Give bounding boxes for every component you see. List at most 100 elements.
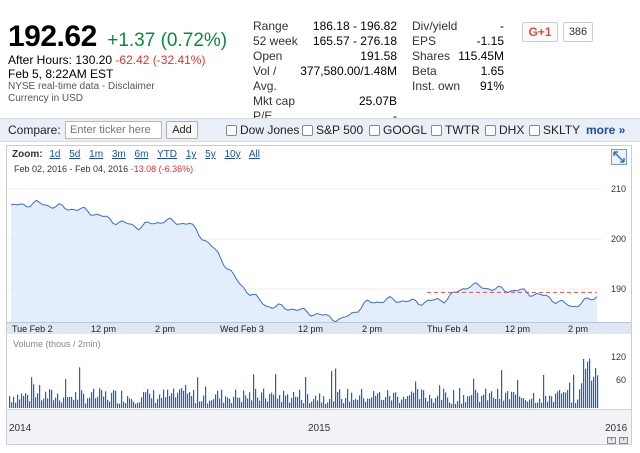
volume-bar — [175, 397, 177, 408]
stat-row: Range 186.18 - 196.82 — [253, 19, 397, 34]
volume-bar — [367, 398, 369, 408]
x-tick: Wed Feb 3 — [220, 324, 264, 334]
zoom-5d[interactable]: 5d — [69, 149, 81, 160]
x-axis: Tue Feb 2 12 pm 2 pm Wed Feb 3 12 pm 2 p… — [7, 322, 631, 334]
compare-checkbox-dhx[interactable]: DHX — [485, 123, 524, 137]
volume-bar — [315, 395, 317, 408]
gplus-button[interactable]: G+1 — [522, 22, 558, 42]
zoom-10y[interactable]: 10y — [224, 149, 241, 160]
volume-bar — [313, 399, 315, 408]
date-range: Feb 02, 2016 - Feb 04, 2016 -13.08 (-6.3… — [14, 164, 193, 174]
checkbox-label: S&P 500 — [316, 123, 364, 137]
stat-label: EPS — [412, 34, 437, 48]
stat-label: Range — [253, 19, 289, 33]
volume-bar — [251, 400, 253, 408]
volume-bar — [555, 393, 557, 408]
volume-bar — [533, 393, 535, 408]
nav-scroll-left-icon[interactable]: ‹ — [607, 437, 616, 444]
expand-icon[interactable] — [611, 149, 627, 165]
stat-row: Shares 115.45M — [412, 49, 504, 64]
volume-bar — [573, 374, 575, 408]
volume-bar — [233, 396, 235, 408]
volume-bar — [597, 375, 599, 408]
volume-bar — [249, 392, 251, 408]
volume-bar — [421, 389, 423, 408]
volume-bar — [195, 403, 197, 408]
more-tickers-link[interactable]: more » — [586, 123, 626, 137]
volume-bar — [495, 399, 497, 408]
volume-bar — [253, 374, 255, 408]
stat-label: 52 week — [253, 34, 298, 48]
volume-bar — [69, 396, 71, 408]
volume-bar — [17, 394, 19, 408]
volume-bar — [551, 396, 553, 408]
compare-checkbox-sp500[interactable]: S&P 500 — [302, 123, 363, 137]
checkbox[interactable] — [485, 124, 496, 136]
volume-bar — [199, 401, 201, 408]
price-plot[interactable] — [7, 177, 631, 323]
checkbox[interactable] — [369, 124, 380, 136]
volume-bar — [589, 358, 591, 408]
checkbox[interactable] — [431, 124, 442, 136]
checkbox-label: SKLTY — [543, 123, 581, 137]
compare-checkbox-dow-jones[interactable]: Dow Jones — [226, 123, 299, 137]
compare-checkbox-sklty[interactable]: SKLTY — [529, 123, 580, 137]
zoom-5y[interactable]: 5y — [205, 149, 216, 160]
volume-bar — [523, 398, 525, 408]
volume-bar — [565, 392, 567, 408]
volume-bar — [67, 396, 69, 408]
compare-ticker-input[interactable] — [65, 121, 162, 139]
range-navigator[interactable]: 2014 2015 2016 ‹ › — [7, 409, 631, 444]
compare-checkbox-twtr[interactable]: TWTR — [431, 123, 480, 137]
checkbox-label: GOOGL — [383, 123, 428, 137]
zoom-6m[interactable]: 6m — [134, 149, 149, 160]
volume-bar — [13, 396, 15, 408]
volume-bar — [131, 399, 133, 408]
volume-bar — [415, 381, 417, 408]
zoom-1d[interactable]: 1d — [49, 149, 61, 160]
volume-tick-60: 60 — [615, 375, 626, 385]
volume-bar — [273, 394, 275, 408]
volume-bar — [325, 403, 327, 408]
last-price: 192.62 — [8, 20, 97, 53]
volume-bar — [549, 395, 551, 408]
volume-bar — [39, 385, 41, 408]
volume-bar — [35, 397, 37, 408]
volume-bar — [467, 396, 469, 408]
stat-value: 1.65 — [480, 64, 504, 78]
checkbox[interactable] — [302, 124, 313, 136]
checkbox[interactable] — [529, 124, 540, 136]
volume-bar — [285, 395, 287, 408]
volume-bar — [553, 402, 555, 408]
nav-scroll-right-icon[interactable]: › — [619, 437, 628, 444]
volume-bar — [531, 398, 533, 408]
volume-bar — [123, 401, 125, 408]
volume-bar — [179, 389, 181, 408]
volume-bar — [541, 402, 543, 408]
volume-bar — [349, 401, 351, 408]
zoom-ytd[interactable]: YTD — [157, 149, 178, 160]
zoom-1y[interactable]: 1y — [185, 149, 197, 160]
volume-bar — [225, 396, 227, 408]
compare-checkbox-googl[interactable]: GOOGL — [369, 123, 427, 137]
volume-bar — [87, 398, 89, 408]
volume-bar — [221, 389, 223, 408]
volume-bar — [163, 389, 165, 408]
volume-bar — [475, 389, 477, 408]
stat-value: 115.45M — [458, 49, 504, 63]
volume-bar — [231, 403, 233, 408]
volume-bar — [429, 394, 431, 408]
volume-bar — [351, 392, 353, 408]
zoom-1m[interactable]: 1m — [89, 149, 104, 160]
volume-bar — [393, 392, 395, 408]
volume-bar — [89, 397, 91, 408]
zoom-all[interactable]: All — [248, 149, 260, 160]
volume-bar — [189, 391, 191, 408]
volume-bar — [113, 390, 115, 408]
volume-bar — [439, 385, 441, 408]
source-disclaimer[interactable]: NYSE real-time data - Disclaimer — [8, 81, 155, 92]
add-ticker-button[interactable]: Add — [166, 121, 198, 139]
zoom-3m[interactable]: 3m — [111, 149, 126, 160]
checkbox[interactable] — [226, 124, 237, 136]
volume-bar — [577, 399, 579, 408]
